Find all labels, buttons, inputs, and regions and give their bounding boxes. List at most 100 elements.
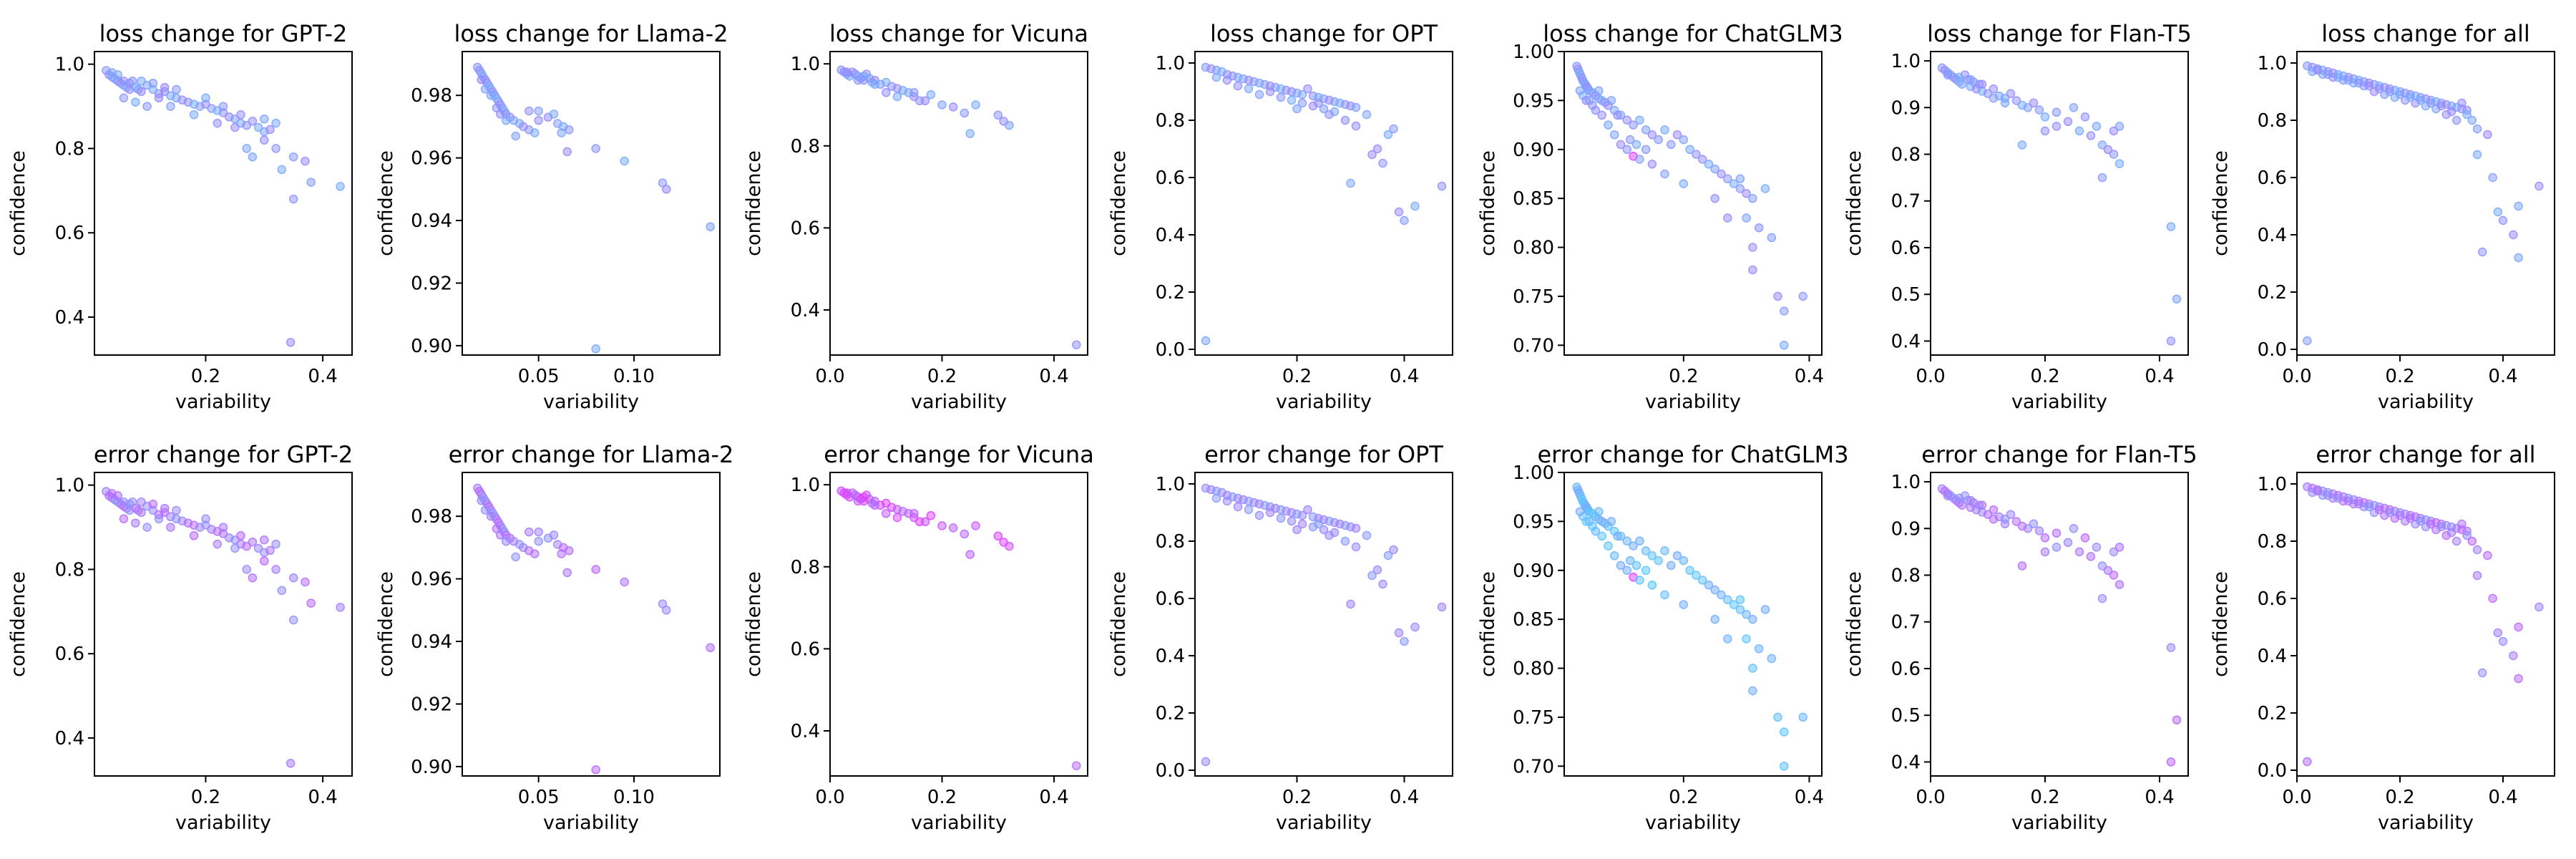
x-axis-label: variability xyxy=(1645,391,1741,413)
data-point xyxy=(1597,110,1606,120)
data-point xyxy=(1622,115,1632,125)
data-point xyxy=(480,84,490,94)
y-tick-label: 0.8 xyxy=(1891,566,1921,587)
data-point xyxy=(119,93,129,103)
data-point xyxy=(2364,81,2374,91)
data-point xyxy=(1966,74,1976,84)
y-tick-label: 0.9 xyxy=(1891,97,1921,119)
data-point xyxy=(1723,634,1732,644)
y-tick-label: 0.92 xyxy=(411,694,452,715)
data-point xyxy=(937,521,947,530)
x-tick-label: 0.2 xyxy=(1282,366,1312,387)
data-point xyxy=(1631,140,1641,150)
data-point xyxy=(271,539,280,549)
data-point xyxy=(1372,565,1382,575)
data-point xyxy=(2426,98,2436,108)
data-point xyxy=(1679,600,1689,609)
data-point xyxy=(2023,103,2033,112)
data-point xyxy=(288,573,298,583)
y-tick-label: 0.9 xyxy=(1891,518,1921,540)
data-point xyxy=(2509,230,2518,240)
data-point xyxy=(1604,541,1613,550)
y-tick-label: 0.98 xyxy=(411,506,452,528)
axes-frame xyxy=(829,472,1088,777)
subplot-title: error change for all xyxy=(2316,441,2535,468)
data-point xyxy=(125,78,135,88)
data-point xyxy=(1760,605,1770,614)
data-point xyxy=(2323,69,2333,79)
data-point xyxy=(1654,135,1663,145)
data-point xyxy=(1616,560,1626,571)
data-point xyxy=(1742,634,1751,644)
data-point xyxy=(1410,201,1420,211)
data-point xyxy=(1378,158,1387,168)
y-axis-label: confidence xyxy=(1108,150,1130,256)
axes-frame xyxy=(2296,472,2555,777)
data-point xyxy=(1748,614,1757,624)
data-point xyxy=(113,70,122,79)
data-point xyxy=(1767,654,1777,664)
y-tick-label: 0.90 xyxy=(1513,560,1554,582)
data-point xyxy=(1635,115,1644,125)
data-point xyxy=(525,106,534,116)
y-tick-label: 0.75 xyxy=(1513,707,1554,729)
data-point xyxy=(1233,502,1243,512)
x-tick-label: 0.4 xyxy=(308,366,337,387)
data-point xyxy=(1400,215,1409,225)
data-point xyxy=(189,110,199,120)
data-point xyxy=(557,549,566,558)
data-point xyxy=(1704,160,1714,169)
data-point xyxy=(2063,538,2073,548)
data-point xyxy=(2483,550,2492,560)
data-point xyxy=(2172,294,2182,304)
y-tick-label: 0.6 xyxy=(791,639,820,660)
data-point xyxy=(1989,93,1999,103)
y-tick-label: 0.85 xyxy=(1513,188,1554,210)
data-point xyxy=(242,541,251,551)
data-point xyxy=(1660,125,1669,135)
data-point xyxy=(920,96,930,106)
data-point xyxy=(1989,514,1999,524)
subplot-2: 0.05 0.10 0.90 0.92 0.94 0.96 0.98 loss change … xyxy=(375,20,728,413)
data-point xyxy=(706,643,715,653)
data-point xyxy=(1437,602,1447,612)
data-point xyxy=(2514,201,2523,211)
data-point xyxy=(1410,622,1420,632)
data-point xyxy=(1297,98,1307,108)
x-tick-label: 0.2 xyxy=(2385,787,2414,808)
data-point xyxy=(1631,560,1641,571)
data-point xyxy=(1989,505,1999,515)
data-point xyxy=(1211,493,1221,503)
y-axis-label: confidence xyxy=(7,150,29,256)
data-point xyxy=(1723,213,1732,223)
data-point xyxy=(1635,576,1644,585)
data-point xyxy=(2040,547,2050,557)
x-tick-label: 0.2 xyxy=(191,787,220,808)
data-point xyxy=(1983,89,1993,98)
data-point xyxy=(113,491,122,500)
data-point xyxy=(2472,571,2482,581)
y-axis-label: confidence xyxy=(2210,150,2232,256)
x-tick-label: 0.4 xyxy=(1039,787,1068,808)
data-point xyxy=(937,100,947,110)
data-point xyxy=(948,523,958,533)
data-point xyxy=(286,759,296,768)
x-axis-label: variability xyxy=(543,391,639,413)
y-tick-label: 0.2 xyxy=(2258,703,2287,724)
data-point xyxy=(213,118,223,128)
y-tick-label: 0.5 xyxy=(1891,284,1921,306)
data-point xyxy=(1748,243,1757,252)
data-point xyxy=(1367,150,1377,160)
data-point xyxy=(253,122,263,132)
y-tick-label: 1.0 xyxy=(1156,53,1185,74)
data-point xyxy=(160,503,170,513)
data-point xyxy=(2069,103,2079,112)
data-point xyxy=(1303,84,1312,94)
data-point xyxy=(2406,513,2415,523)
y-tick-label: 0.6 xyxy=(2258,588,2287,610)
data-point xyxy=(1613,110,1622,120)
data-point xyxy=(2493,207,2503,217)
y-tick-label: 0.4 xyxy=(55,728,84,749)
data-point xyxy=(1222,496,1232,506)
axes-frame xyxy=(1194,472,1453,777)
